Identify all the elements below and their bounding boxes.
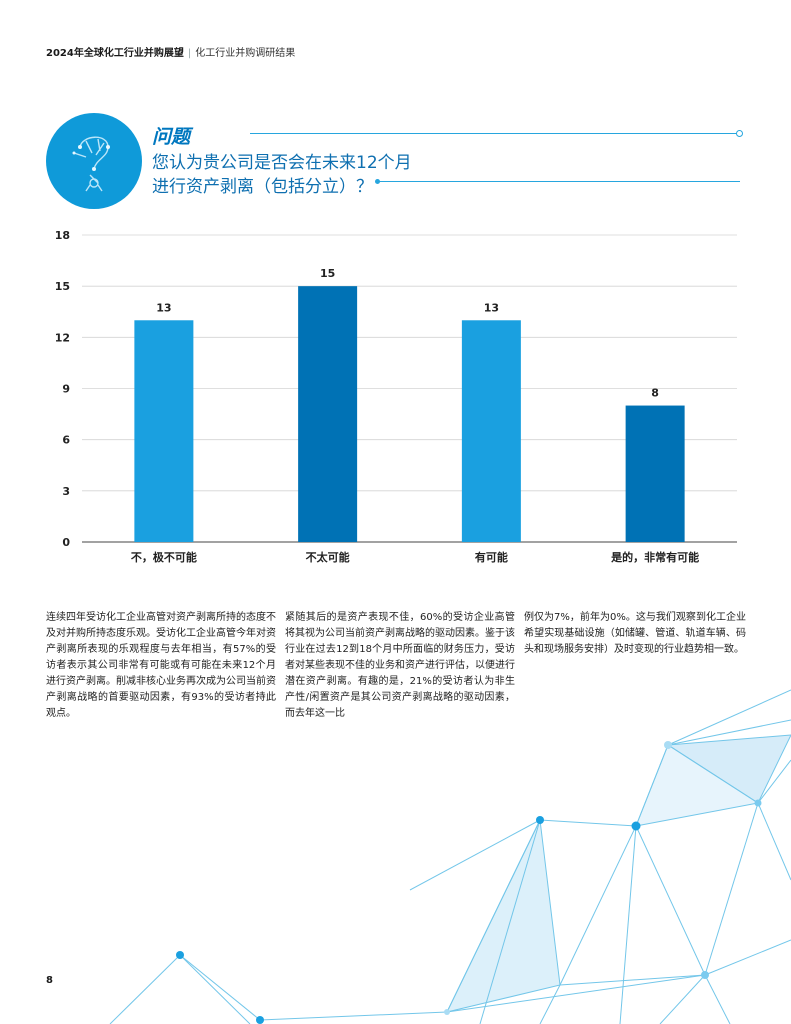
page-number: 8: [46, 975, 53, 986]
y-tick-label: 15: [55, 280, 70, 293]
header-separator: |: [187, 48, 192, 59]
question-rule-top: [250, 130, 743, 137]
body-column-3: 例仅为7%，前年为0%。这与我们观察到化工企业希望实现基础设施（如储罐、管道、轨…: [524, 612, 746, 655]
header-title: 2024年全球化工行业并购展望: [46, 48, 184, 59]
body-column-2: 紧随其后的是资产表现不佳，60%的受访企业高管将其视为公司当前资产剥离战略的驱动…: [285, 612, 515, 719]
y-tick-label: 3: [62, 485, 70, 498]
question-rule-bottom: [375, 179, 740, 184]
question-text-line2: 进行资产剥离（包括分立）？: [152, 177, 373, 197]
header-subtitle: 化工行业并购调研结果: [195, 48, 296, 59]
bar: [461, 320, 521, 542]
x-tick-label: 不太可能: [306, 550, 350, 564]
bar-chart: 0 3 6 9 12 15 18 13 不，极不可能 15 不太可能 13 有可能 8 是的，非常有可能: [55, 229, 737, 564]
y-tick-label: 12: [55, 331, 70, 344]
data-label: 8: [651, 387, 659, 400]
body-column-1: 连续四年受访化工企业高管对资产剥离所持的态度不及对并购所持态度乐观。受访化工企业…: [46, 612, 276, 719]
x-tick-label: 不，极不可能: [131, 550, 197, 564]
running-header: 2024年全球化工行业并购展望 | 化工行业并购调研结果: [46, 44, 295, 59]
bar: [298, 286, 358, 542]
question-text-line1: 您认为贵公司是否会在未来12个月: [152, 153, 412, 173]
bar: [625, 405, 685, 542]
x-tick-label: 有可能: [475, 550, 508, 564]
data-label: 15: [320, 267, 335, 280]
y-tick-label: 0: [62, 536, 70, 549]
data-label: 13: [484, 301, 499, 314]
x-tick-label: 是的，非常有可能: [610, 550, 699, 564]
question-label: 问题: [152, 126, 191, 148]
data-label: 13: [156, 301, 171, 314]
y-tick-label: 6: [62, 434, 70, 447]
bar: [134, 320, 194, 542]
y-tick-label: 9: [62, 383, 70, 396]
y-tick-label: 18: [55, 229, 70, 242]
question-mark-icon: [46, 113, 142, 209]
